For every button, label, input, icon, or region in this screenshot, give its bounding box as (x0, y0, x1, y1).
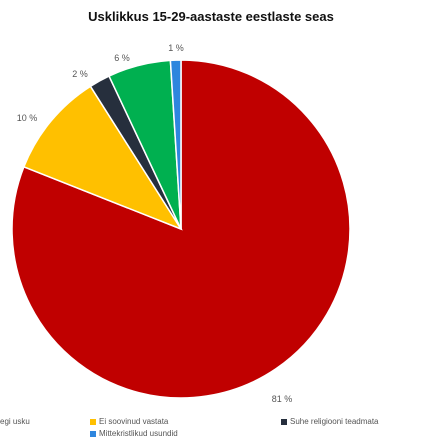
pie-slice (11, 59, 351, 399)
slice-label: 1 % (168, 43, 184, 53)
legend-swatch (90, 418, 96, 425)
pie-slice (22, 85, 183, 231)
legend-item: Mittekristlikud usundid (90, 429, 178, 438)
legend-label: Mittekristlikud usundid (99, 429, 178, 438)
slice-label: 81 % (272, 394, 293, 404)
legend-label: Suhe religiooni teadmata (290, 417, 379, 426)
legend-label: egi usku (0, 417, 30, 426)
slice-label: 2 % (72, 69, 88, 79)
chart-title: Usklikkus 15-29-aastaste eestlaste seas (88, 9, 334, 24)
legend-item: Suhe religiooni teadmata (281, 417, 379, 426)
legend-item: Ei soovinud vastata (90, 417, 168, 426)
legend-label: Ei soovinud vastata (99, 417, 169, 426)
legend: egi usku Ei soovinud vastata Suhe religi… (0, 414, 422, 442)
legend-swatch (281, 418, 287, 425)
legend-swatch (90, 430, 96, 437)
pie-slice (169, 59, 182, 230)
legend-item: egi usku (0, 417, 30, 426)
slice-label: 10 % (17, 113, 38, 123)
slice-label: 6 % (114, 53, 130, 63)
